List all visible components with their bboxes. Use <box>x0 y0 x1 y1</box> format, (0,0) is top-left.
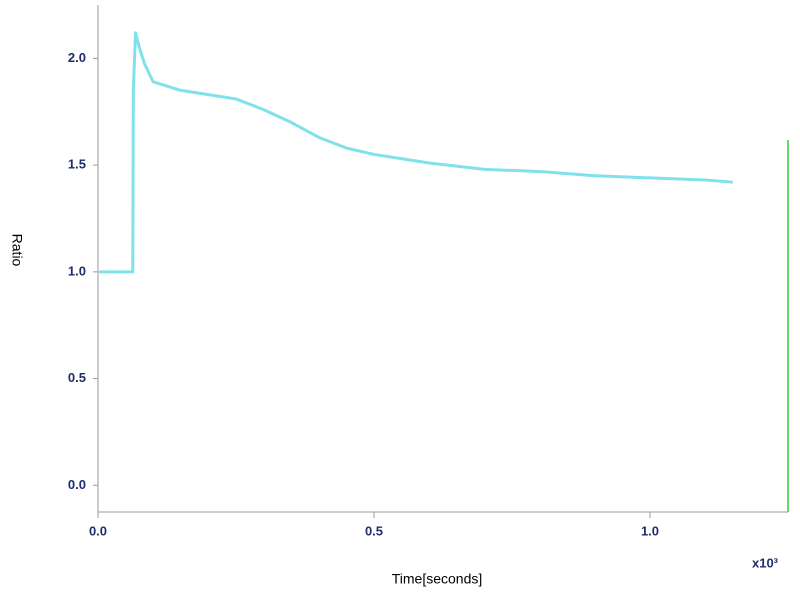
x-tick-label: 1.0 <box>641 523 659 538</box>
x-axis-label: Time[seconds] <box>392 571 483 587</box>
y-tick-label: 1.0 <box>68 263 86 278</box>
y-tick-label: 0.5 <box>68 370 86 385</box>
y-tick-label: 0.0 <box>68 477 86 492</box>
x-tick-label: 0.5 <box>365 523 383 538</box>
x-tick-label: 0.0 <box>89 523 107 538</box>
y-tick-label: 1.5 <box>68 157 86 172</box>
y-axis-label: Ratio <box>9 234 25 267</box>
y-tick-label: 2.0 <box>68 50 86 65</box>
data-line <box>99 31 733 274</box>
x-multiplier: x10³ <box>752 555 779 570</box>
